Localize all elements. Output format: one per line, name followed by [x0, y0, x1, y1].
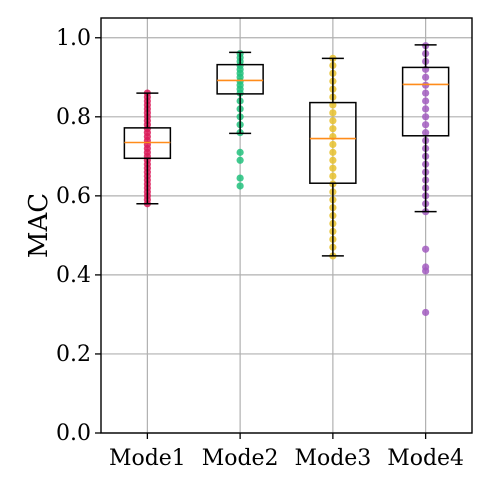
data-point — [236, 182, 244, 190]
iqr-box — [309, 101, 357, 184]
box-group-mode3 — [309, 54, 357, 260]
data-point — [329, 164, 337, 172]
data-point — [422, 129, 430, 137]
data-point — [422, 113, 430, 121]
data-point — [236, 156, 244, 164]
data-point — [422, 73, 430, 81]
data-point — [329, 148, 337, 156]
box-group-mode4 — [401, 42, 450, 317]
axis-layer: 0.0 0.2 0.4 0.6 0.8 1.0 Mode1 Mode2 Mode3 Mode4 — [56, 17, 473, 471]
data-point — [329, 125, 337, 133]
box-layer — [123, 42, 450, 317]
y-tick-label: 0.2 — [56, 342, 91, 367]
data-point — [236, 174, 244, 182]
y-tick-label: 1.0 — [56, 26, 91, 51]
y-tick-label: 0.8 — [56, 105, 91, 130]
box-group-mode2 — [216, 49, 264, 190]
x-tick-label-mode2: Mode2 — [202, 446, 279, 471]
x-tick-label-mode3: Mode3 — [294, 446, 371, 471]
iqr-box — [216, 63, 264, 95]
data-point — [422, 308, 430, 317]
iqr-box — [401, 66, 450, 137]
x-tick-label-mode1: Mode1 — [109, 446, 186, 471]
data-point — [422, 245, 430, 253]
y-tick-label: 0.4 — [56, 263, 91, 288]
data-point — [422, 121, 430, 129]
x-tick-label-mode4: Mode4 — [387, 446, 464, 471]
data-point — [329, 140, 337, 149]
plot-frame — [100, 17, 473, 434]
data-point — [422, 97, 430, 105]
box-group-mode1 — [123, 89, 172, 208]
grid-layer — [101, 18, 472, 434]
y-axis-title: MAC — [24, 193, 54, 258]
data-point — [422, 105, 430, 113]
y-tick-label: 0.0 — [56, 421, 91, 446]
data-point — [422, 89, 430, 97]
data-point — [329, 156, 337, 164]
y-tick-label: 0.6 — [56, 184, 91, 209]
data-point — [422, 263, 430, 271]
data-point — [329, 117, 337, 125]
data-point — [236, 148, 244, 156]
data-point — [329, 172, 337, 180]
data-point — [329, 109, 337, 117]
